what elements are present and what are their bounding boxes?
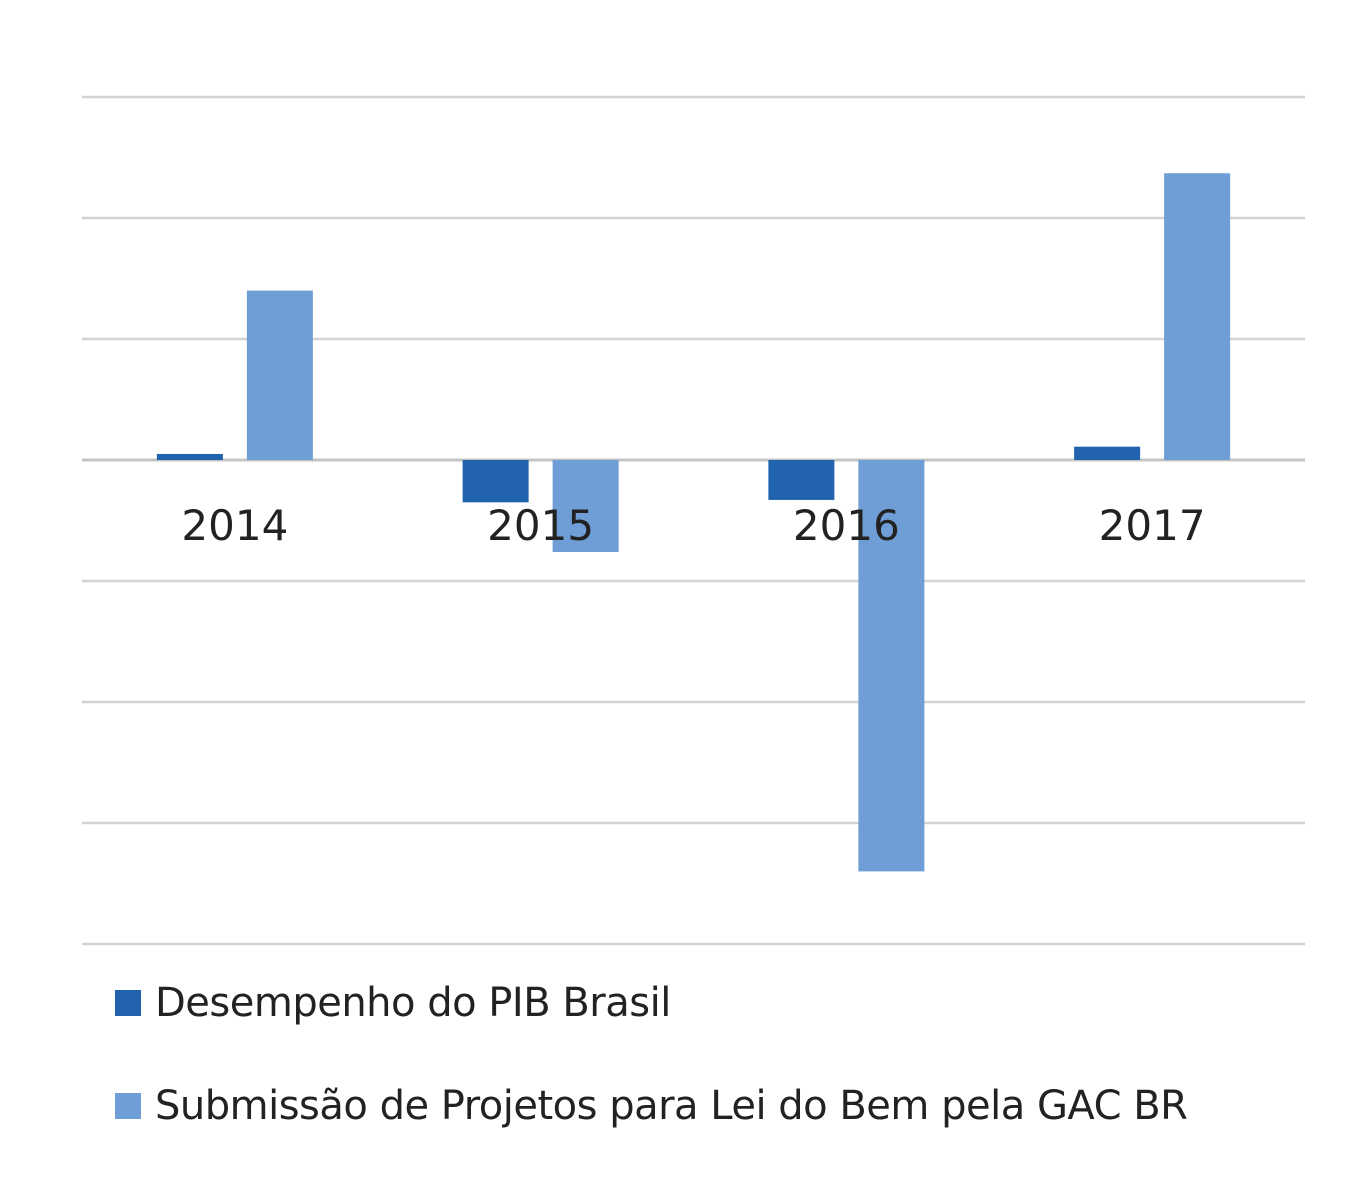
- legend: Desempenho do PIB Brasil Submissão de Pr…: [115, 975, 1188, 1181]
- legend-item-submissao: Submissão de Projetos para Lei do Bem pe…: [115, 1078, 1188, 1134]
- bar-pib-2014: [156, 453, 223, 460]
- x-tick-label-2015: 2015: [487, 501, 594, 550]
- bar-pib-2015: [462, 460, 529, 503]
- bar-pib-2016: [768, 460, 835, 500]
- legend-label-submissao: Submissão de Projetos para Lei do Bem pe…: [155, 1083, 1188, 1129]
- chart: 2014 2015 2016 2017: [82, 95, 1305, 946]
- bars: [156, 173, 1231, 872]
- bar-submissao-2016: [858, 460, 925, 872]
- x-tick-label-2017: 2017: [1099, 501, 1206, 550]
- x-axis-labels: 2014 2015 2016 2017: [181, 501, 1205, 550]
- legend-item-pib: Desempenho do PIB Brasil: [115, 975, 1187, 1031]
- bar-submissao-2015: [552, 460, 619, 552]
- legend-label-pib: Desempenho do PIB Brasil: [155, 980, 671, 1026]
- bar-pib-2017: [1074, 446, 1141, 460]
- bar-submissao-2014: [246, 290, 313, 460]
- bar-submissao-2017: [1164, 173, 1231, 461]
- x-tick-label-2014: 2014: [181, 501, 288, 550]
- legend-swatch-pib: [115, 990, 141, 1016]
- x-tick-label-2016: 2016: [793, 501, 900, 550]
- legend-swatch-submissao: [115, 1093, 141, 1119]
